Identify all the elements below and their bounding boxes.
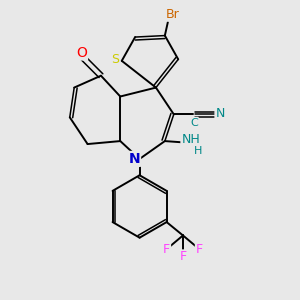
Text: S: S bbox=[111, 53, 119, 66]
Text: H: H bbox=[194, 146, 202, 156]
Text: F: F bbox=[196, 243, 203, 256]
Text: F: F bbox=[179, 250, 187, 263]
Text: F: F bbox=[163, 243, 170, 256]
Text: NH: NH bbox=[181, 133, 200, 146]
Text: N: N bbox=[216, 107, 225, 120]
Text: O: O bbox=[76, 46, 87, 59]
Text: N: N bbox=[128, 152, 140, 166]
Text: C: C bbox=[190, 118, 198, 128]
Text: Br: Br bbox=[166, 8, 180, 21]
